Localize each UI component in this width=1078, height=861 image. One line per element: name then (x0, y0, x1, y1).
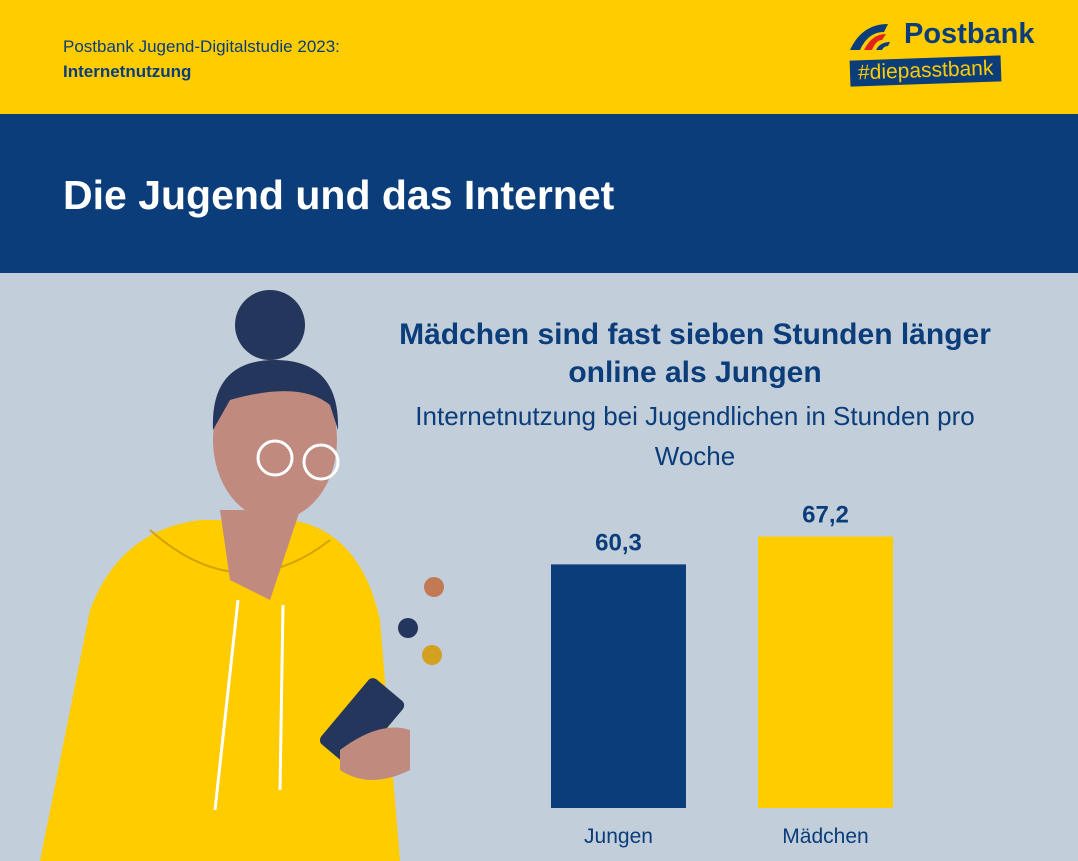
bar-jungen (551, 564, 686, 808)
page-title: Die Jugend und das Internet (63, 172, 615, 218)
title-band (0, 114, 1078, 273)
topic-label: Internetnutzung (63, 62, 192, 81)
logo-name: Postbank (904, 18, 1035, 50)
notification-icon (424, 577, 444, 597)
data-label: 67,2 (802, 502, 849, 529)
study-name: Postbank Jugend-Digitalstudie 2023: (63, 37, 340, 56)
data-label: 60,3 (595, 529, 642, 556)
girl-with-phone-illustration (40, 290, 444, 861)
chart-subtitle: Internetnutzung bei Jugendlichen in Stun… (415, 401, 975, 471)
postbank-logo-icon (850, 24, 890, 50)
bar-mädchen (758, 536, 893, 808)
category-label: Jungen (584, 825, 653, 848)
chart-title: Mädchen sind fast sieben Stunden länger … (399, 318, 991, 389)
postbank-logo: Postbank #diepasstbank (848, 14, 1038, 96)
heart-icon (398, 618, 418, 638)
header-band (0, 0, 1078, 114)
category-label: Mädchen (782, 825, 868, 848)
message-icon (422, 645, 442, 665)
